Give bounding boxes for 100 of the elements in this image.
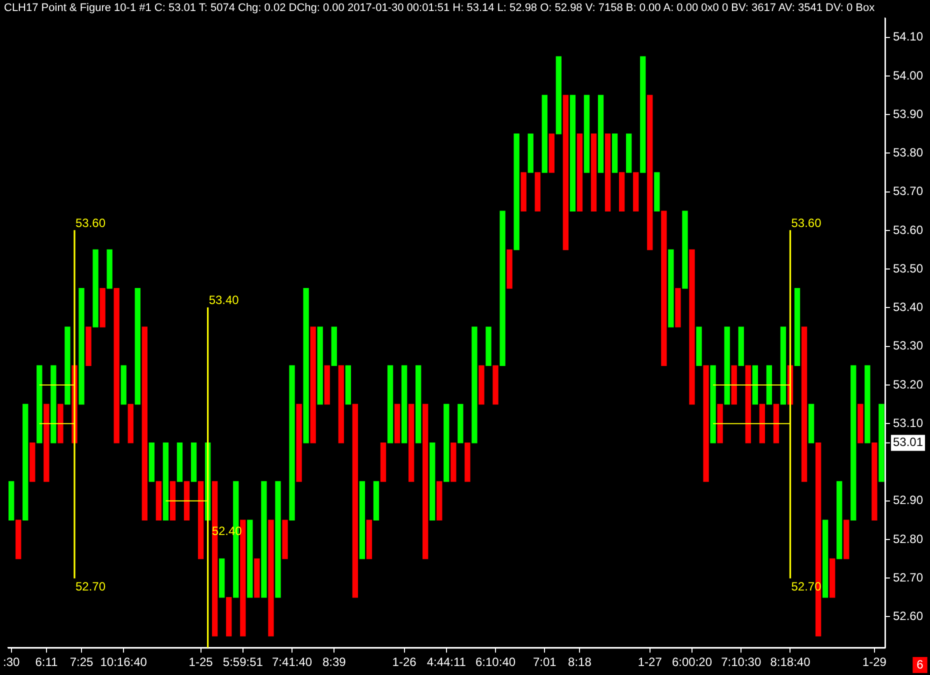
bar — [240, 520, 246, 636]
bar — [247, 520, 253, 598]
bar — [858, 404, 864, 444]
bar — [534, 172, 540, 212]
bar — [872, 442, 878, 520]
y-tick-label: 52.80 — [892, 532, 924, 546]
x-tick-label: :30 — [2, 655, 20, 670]
bar — [226, 597, 232, 636]
bar — [401, 365, 408, 444]
bar — [198, 481, 204, 560]
bar — [156, 481, 162, 520]
bar — [22, 404, 28, 520]
y-tick-label: 52.70 — [892, 570, 924, 584]
bar — [745, 365, 751, 444]
bar — [430, 442, 436, 520]
bar — [752, 365, 758, 405]
bar — [689, 249, 695, 405]
x-tick-label: 10:16:40 — [100, 655, 148, 670]
bar — [710, 365, 716, 444]
bar — [366, 520, 372, 560]
bar — [416, 365, 422, 444]
bar — [570, 94, 576, 212]
y-tick-label: 53.80 — [892, 146, 924, 160]
bar — [58, 404, 64, 444]
bar — [850, 365, 856, 520]
bar — [106, 249, 112, 289]
y-tick-label: 53.50 — [892, 261, 924, 276]
bar — [682, 210, 688, 289]
x-tick-label: 1-27 — [638, 655, 662, 670]
bar — [542, 94, 548, 173]
bar — [472, 326, 478, 444]
x-tick-label: 1-26 — [392, 655, 417, 670]
x-tick-label: 4:44:11 — [426, 655, 466, 670]
bar — [16, 520, 22, 560]
bar — [486, 326, 492, 366]
bar — [458, 404, 464, 444]
bar — [50, 365, 56, 444]
bar — [303, 288, 309, 444]
bar — [331, 326, 337, 366]
bar — [8, 481, 14, 520]
x-tick-label: 6:00:20 — [672, 655, 712, 670]
bar — [30, 442, 36, 482]
bar — [100, 288, 106, 328]
bar — [506, 249, 512, 289]
bar — [450, 442, 456, 482]
bar — [598, 94, 604, 173]
y-tick-label: 54.10 — [892, 30, 924, 44]
annotation: 53.60 — [791, 216, 822, 230]
x-tick-label: 7:41:40 — [272, 655, 312, 670]
bar — [830, 558, 836, 598]
bar — [36, 365, 42, 444]
bar — [759, 404, 765, 444]
bar — [352, 404, 358, 598]
y-tick-label: 53.10 — [892, 416, 924, 430]
bar — [219, 558, 225, 598]
x-tick-label: 7:01 — [532, 655, 557, 670]
bar — [394, 404, 400, 444]
bar — [436, 481, 442, 520]
bar — [801, 326, 808, 482]
bar — [640, 56, 646, 173]
x-tick-label: 1-25 — [188, 655, 214, 670]
bar — [78, 288, 84, 405]
bar — [387, 365, 394, 444]
bar — [696, 326, 702, 366]
y-tick-label: 53.60 — [892, 222, 924, 237]
text: 53.01 — [892, 435, 924, 450]
x-tick-label: 8:39 — [322, 655, 346, 670]
bar — [268, 520, 274, 636]
bar — [514, 134, 520, 250]
bar — [324, 365, 330, 405]
bar — [808, 404, 814, 444]
bar — [86, 326, 92, 366]
bar — [836, 481, 842, 560]
bar — [878, 404, 884, 482]
x-tick-label: 1-29 — [862, 655, 887, 670]
annotation: 53.60 — [75, 216, 106, 230]
bar — [310, 326, 316, 444]
bar — [422, 404, 428, 560]
bar — [289, 365, 295, 520]
bar — [148, 442, 155, 482]
bar — [190, 442, 197, 482]
bar — [444, 404, 450, 482]
bar — [176, 442, 183, 482]
y-tick-label: 53.30 — [892, 338, 924, 353]
bar — [612, 134, 618, 173]
y-tick-label: 54.00 — [892, 68, 924, 82]
bar — [794, 288, 800, 366]
bar — [647, 94, 653, 250]
bar — [654, 172, 660, 212]
x-tick-label: 5:59:51 — [222, 655, 264, 670]
x-tick-label: 6:10:40 — [476, 655, 516, 670]
bar — [780, 326, 786, 405]
bar — [373, 481, 380, 520]
bar — [548, 134, 554, 173]
bar — [619, 172, 625, 212]
y-tick-label: 52.60 — [892, 609, 924, 624]
bar — [731, 365, 737, 405]
bar — [478, 365, 484, 405]
bar — [44, 404, 50, 482]
bar — [92, 249, 98, 328]
